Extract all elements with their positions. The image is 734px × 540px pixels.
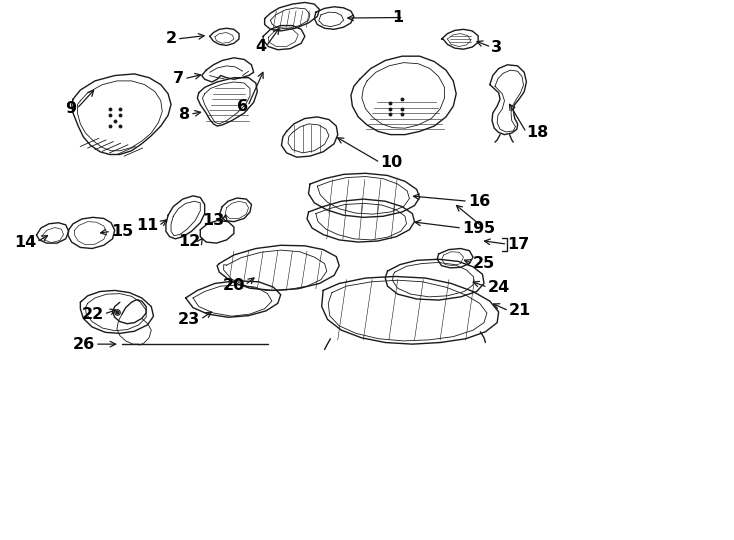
Text: 16: 16 [468,194,490,209]
Text: 11: 11 [137,219,159,233]
Text: 2: 2 [166,31,177,46]
Polygon shape [351,56,457,134]
Polygon shape [68,218,115,248]
Text: 14: 14 [14,234,37,249]
Polygon shape [217,245,339,291]
Text: 10: 10 [380,155,402,170]
Polygon shape [307,199,415,242]
Polygon shape [264,25,305,50]
Polygon shape [265,3,319,31]
Polygon shape [37,222,69,243]
Text: 20: 20 [222,278,245,293]
Text: 26: 26 [73,336,95,352]
Polygon shape [385,259,484,300]
Text: 21: 21 [509,303,531,318]
Polygon shape [490,65,526,134]
Polygon shape [202,58,254,82]
Text: 19: 19 [462,221,484,235]
Text: 17: 17 [507,237,530,252]
Polygon shape [197,78,258,126]
Text: 5: 5 [484,221,495,235]
Text: 7: 7 [173,71,184,86]
Text: 8: 8 [179,107,190,122]
Text: 24: 24 [487,280,510,295]
Text: 22: 22 [81,307,103,321]
Text: 1: 1 [393,10,404,25]
Polygon shape [72,74,171,154]
Polygon shape [166,196,205,239]
Text: 12: 12 [178,234,200,249]
Text: 3: 3 [491,39,503,55]
Text: 13: 13 [202,213,225,228]
Text: 23: 23 [178,312,200,327]
Polygon shape [186,281,280,318]
Polygon shape [437,248,473,268]
Text: 4: 4 [255,39,266,54]
Polygon shape [219,198,252,221]
Text: 6: 6 [236,99,248,113]
Polygon shape [308,173,420,218]
Polygon shape [442,29,478,49]
Text: 9: 9 [65,102,77,116]
Polygon shape [200,220,234,243]
Text: 18: 18 [526,125,548,140]
Polygon shape [80,291,153,333]
Polygon shape [321,276,498,344]
Text: 15: 15 [111,224,134,239]
Polygon shape [281,117,338,157]
Text: 25: 25 [473,256,495,271]
Polygon shape [210,28,239,45]
Polygon shape [314,7,354,29]
